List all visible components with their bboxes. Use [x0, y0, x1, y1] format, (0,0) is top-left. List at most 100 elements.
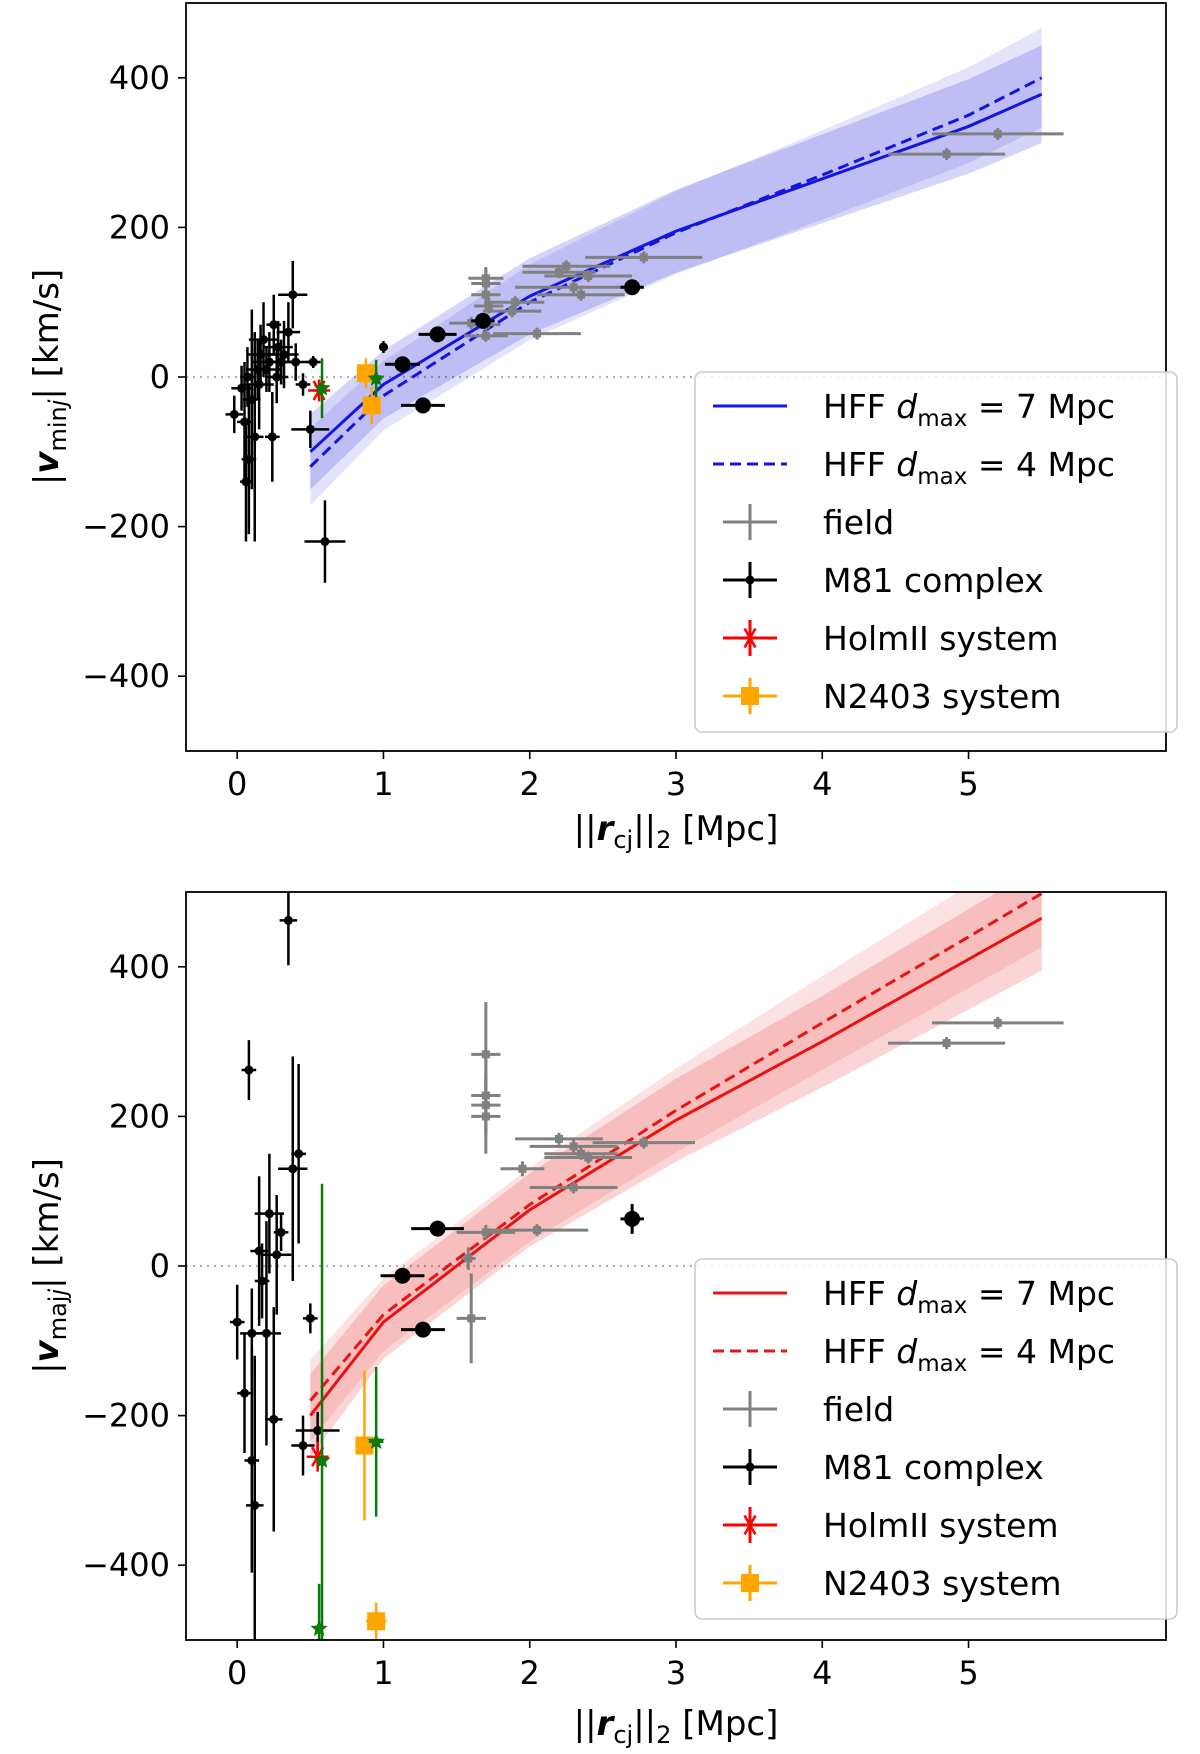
marker	[584, 1153, 593, 1162]
hff-dmax-7-curve	[309, 92, 1043, 453]
data-point	[264, 1307, 283, 1532]
x-tick-label: 3	[666, 1654, 686, 1692]
m81-complex-series	[229, 892, 340, 1640]
data-point	[241, 1040, 257, 1100]
x-tick-label: 0	[227, 765, 247, 803]
marker	[554, 268, 563, 277]
marker	[576, 1149, 585, 1158]
marker	[464, 1254, 473, 1263]
legend-handle	[739, 1514, 761, 1536]
legend-label: HFF dmax = 4 Mpc	[823, 1332, 1115, 1377]
data-point	[262, 1194, 292, 1315]
data-point	[456, 1273, 486, 1364]
data-point	[500, 1161, 545, 1177]
m81-complex-large--series	[380, 1203, 644, 1338]
data-point	[231, 365, 252, 411]
data-point	[522, 266, 596, 279]
y-tick-label: 400	[109, 948, 170, 986]
marker	[308, 357, 318, 367]
legend-label: field	[823, 1390, 894, 1429]
data-point	[474, 298, 504, 314]
data-point	[264, 391, 280, 482]
top-panel: 0 1 2 3 4 5 −400 −200 0 200 400 ||rcj||2 [Mpc] |vmin…	[27, 2, 1178, 854]
data-point	[295, 373, 311, 396]
marker	[305, 1313, 315, 1323]
marker	[481, 1228, 490, 1237]
marker	[288, 290, 298, 300]
marker	[291, 357, 301, 367]
legend-label: N2403 system	[823, 1564, 1061, 1603]
marker	[305, 424, 315, 434]
y-axis-title: |vminj| [km/s]	[27, 269, 72, 485]
legend-entry: N2403 system	[723, 1564, 1061, 1603]
data-point	[279, 892, 298, 966]
marker	[624, 279, 641, 296]
marker	[624, 1210, 641, 1227]
legend-entry: HolmII system	[723, 1506, 1059, 1545]
legend-handle	[745, 575, 755, 585]
legend-label: N2403 system	[823, 677, 1061, 716]
bottom-panel: 0 1 2 3 4 5 −400 −200 0 200 400 ||rcj||2 [Mpc] |vmaj…	[27, 891, 1178, 1749]
marker	[310, 1619, 328, 1637]
legend-entry: HolmII system	[723, 619, 1059, 658]
marker	[259, 335, 269, 345]
data-point	[485, 296, 545, 309]
marker	[279, 350, 289, 360]
marker	[229, 409, 239, 419]
data-point	[367, 1366, 385, 1517]
marker	[240, 1388, 250, 1398]
y-tick-label: 200	[109, 208, 170, 246]
marker	[367, 369, 385, 386]
marker	[276, 1227, 286, 1237]
x-tick-label: 5	[958, 1654, 978, 1692]
data-point	[620, 279, 644, 296]
marker	[511, 298, 520, 307]
legend-label: field	[823, 503, 894, 542]
data-point	[276, 302, 301, 363]
m81-complex-large--series	[384, 279, 644, 414]
marker	[481, 331, 490, 340]
marker	[576, 290, 585, 299]
marker	[367, 1432, 385, 1450]
data-point	[529, 1138, 618, 1154]
legend-box	[694, 371, 1178, 733]
data-point	[304, 500, 346, 583]
marker	[237, 383, 247, 393]
marker	[533, 329, 542, 338]
marker	[242, 372, 252, 382]
legend-label: HolmII system	[823, 619, 1059, 658]
marker	[942, 150, 951, 159]
data-point	[471, 1075, 501, 1136]
marker	[414, 397, 431, 414]
legend-entry: HFF dmax = 4 Mpc	[713, 445, 1115, 490]
data-point	[378, 341, 388, 354]
data-point	[931, 127, 1064, 140]
marker	[429, 1220, 446, 1237]
marker	[569, 283, 578, 292]
marker	[362, 396, 381, 415]
uncertainty-band	[310, 892, 1042, 1458]
legend: HFF dmax = 7 Mpc HFF dmax = 4 Mpc field M81…	[694, 371, 1178, 733]
data-point	[303, 1303, 318, 1334]
marker	[993, 1018, 1002, 1027]
legend-label: HolmII system	[823, 1506, 1059, 1545]
data-point	[888, 1037, 1006, 1050]
legend-label: HFF dmax = 4 Mpc	[823, 445, 1115, 490]
data-point	[493, 327, 581, 340]
marker	[562, 262, 571, 271]
data-point	[537, 288, 625, 301]
data-point	[273, 1213, 289, 1252]
data-point	[291, 410, 330, 449]
data-point	[278, 1056, 308, 1281]
marker	[269, 1414, 279, 1424]
y-tick-label: 400	[109, 59, 170, 97]
n2403-system-series	[356, 358, 381, 425]
data-point	[411, 1220, 464, 1237]
data-point	[384, 356, 421, 373]
data-point	[240, 1288, 264, 1379]
data-point	[592, 1136, 696, 1149]
y-tick-label: 0	[150, 358, 170, 396]
marker	[378, 342, 388, 352]
x-tick-label: 5	[958, 765, 978, 803]
